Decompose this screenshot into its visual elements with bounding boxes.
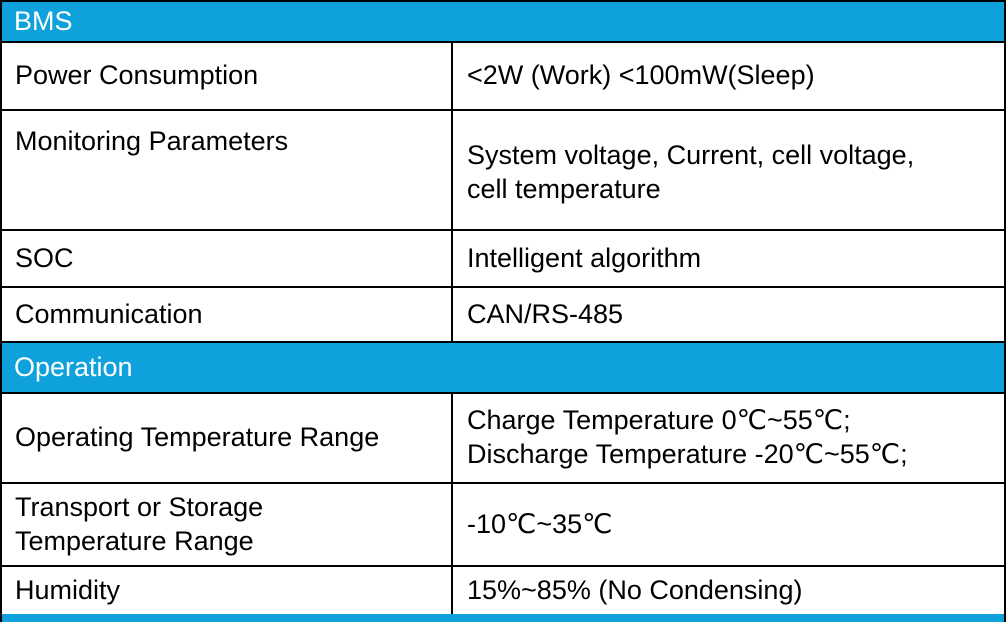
- row-label-line-2: Temperature Range: [15, 525, 254, 556]
- table-row-soc: SOC Intelligent algorithm: [2, 231, 1004, 288]
- row-label-text: SOC: [15, 242, 74, 273]
- row-value-line-2: Discharge Temperature -20℃~55℃;: [467, 439, 908, 469]
- table-row-humidity: Humidity 15%~85% (No Condensing): [2, 567, 1004, 617]
- row-value: -10℃~35℃: [453, 484, 1004, 565]
- row-label: Communication: [2, 288, 453, 341]
- row-value-text: 15%~85% (No Condensing): [467, 575, 803, 606]
- section-header-bms: BMS: [2, 2, 1004, 43]
- table-row-monitoring-parameters: Monitoring Parameters System voltage, Cu…: [2, 111, 1004, 231]
- row-value-text: <2W (Work) <100mW(Sleep): [467, 60, 815, 91]
- table-row-communication: Communication CAN/RS-485: [2, 288, 1004, 343]
- row-value: <2W (Work) <100mW(Sleep): [453, 43, 1004, 109]
- row-value: Charge Temperature 0℃~55℃; Discharge Tem…: [453, 394, 1004, 482]
- row-value-text: Intelligent algorithm: [467, 242, 702, 273]
- row-value: System voltage, Current, cell voltage, c…: [453, 111, 1004, 229]
- row-value-text: -10℃~35℃: [467, 508, 613, 539]
- row-label: Transport or Storage Temperature Range: [2, 484, 453, 565]
- row-label: Monitoring Parameters: [2, 111, 453, 229]
- row-label: Humidity: [2, 567, 453, 615]
- section-header-operation: Operation: [2, 343, 1004, 394]
- bottom-accent-bar: [2, 614, 1004, 622]
- row-value-line-1: System voltage, Current, cell voltage,: [467, 140, 915, 171]
- row-label-line-1: Transport or Storage: [15, 491, 264, 522]
- row-label-text: Power Consumption: [15, 60, 259, 91]
- row-label-text: Humidity: [15, 575, 121, 606]
- row-value-text: CAN/RS-485: [467, 298, 624, 329]
- row-label: Operating Temperature Range: [2, 394, 453, 482]
- row-label: Power Consumption: [2, 43, 453, 109]
- row-label-text: Communication: [15, 298, 203, 329]
- row-label-text: Operating Temperature Range: [15, 422, 380, 453]
- table-row-power-consumption: Power Consumption <2W (Work) <100mW(Slee…: [2, 43, 1004, 111]
- section-title-bms: BMS: [14, 6, 73, 36]
- row-value-line-2: cell temperature: [467, 174, 661, 204]
- section-title-operation: Operation: [14, 352, 133, 382]
- row-label: SOC: [2, 231, 453, 286]
- row-value-line-1: Charge Temperature 0℃~55℃;: [467, 405, 851, 436]
- table-row-storage-temperature: Transport or Storage Temperature Range -…: [2, 484, 1004, 567]
- row-label-text: Monitoring Parameters: [15, 126, 289, 156]
- row-value: CAN/RS-485: [453, 288, 1004, 341]
- row-value: 15%~85% (No Condensing): [453, 567, 1004, 615]
- table-row-operating-temperature: Operating Temperature Range Charge Tempe…: [2, 394, 1004, 484]
- row-value: Intelligent algorithm: [453, 231, 1004, 286]
